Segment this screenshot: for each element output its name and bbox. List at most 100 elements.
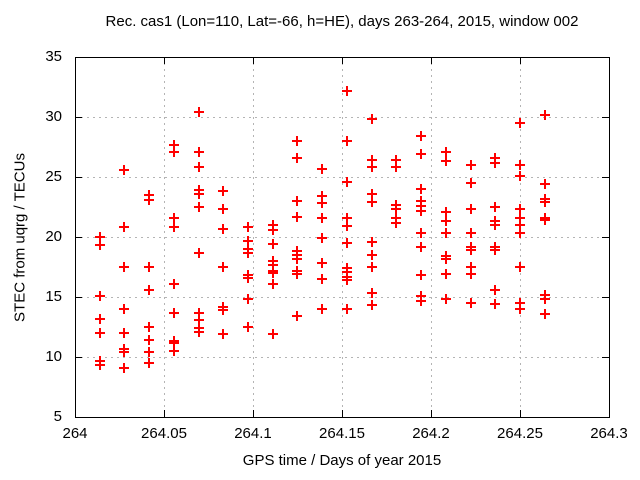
data-point [490, 299, 500, 309]
data-point [317, 258, 327, 268]
data-point [391, 218, 401, 228]
data-point [466, 178, 476, 188]
axis-ticks [75, 57, 609, 417]
data-point [416, 228, 426, 238]
data-point [144, 285, 154, 295]
data-point [95, 240, 105, 250]
data-point [144, 262, 154, 272]
data-point [515, 262, 525, 272]
data-point [367, 262, 377, 272]
data-point [342, 238, 352, 248]
x-tick-label: 264 [62, 425, 88, 442]
data-point [243, 294, 253, 304]
chart-title: Rec. cas1 (Lon=110, Lat=-66, h=HE), days… [105, 13, 579, 30]
data-point [194, 107, 204, 117]
data-point [119, 328, 129, 338]
data-point [194, 189, 204, 199]
data-point [391, 204, 401, 214]
data-point [119, 347, 129, 357]
data-point [391, 162, 401, 172]
data-point [194, 248, 204, 258]
data-point [292, 153, 302, 163]
data-point [317, 233, 327, 243]
data-point [169, 222, 179, 232]
data-point [367, 250, 377, 260]
data-point [441, 228, 451, 238]
data-point [466, 228, 476, 238]
data-point [317, 274, 327, 284]
data-point [540, 110, 550, 120]
y-tick-label: 25 [45, 168, 62, 185]
data-point [243, 322, 253, 332]
data-point [194, 147, 204, 157]
data-point [466, 245, 476, 255]
data-point [144, 347, 154, 357]
data-point [515, 204, 525, 214]
data-point [95, 360, 105, 370]
data-point [243, 248, 253, 258]
data-point [490, 220, 500, 230]
data-point [441, 294, 451, 304]
x-tick-label: 264.2 [412, 425, 450, 442]
data-point [317, 164, 327, 174]
x-tick-label: 264.05 [141, 425, 187, 442]
data-point [416, 242, 426, 252]
plot-border [75, 57, 610, 418]
data-point [218, 262, 228, 272]
data-point [441, 216, 451, 226]
x-axis-label: GPS time / Days of year 2015 [242, 452, 442, 469]
data-point [342, 275, 352, 285]
data-point [119, 222, 129, 232]
data-point [317, 213, 327, 223]
data-point [342, 304, 352, 314]
data-point [119, 165, 129, 175]
data-point [515, 118, 525, 128]
data-point [416, 206, 426, 216]
data-point [416, 131, 426, 141]
y-tick-label: 10 [45, 348, 62, 365]
data-point [490, 202, 500, 212]
data-point [515, 228, 525, 238]
data-point [367, 197, 377, 207]
data-point [466, 269, 476, 279]
data-point [119, 262, 129, 272]
data-point [441, 156, 451, 166]
data-point [95, 291, 105, 301]
data-point [540, 215, 550, 225]
y-tick-label: 15 [45, 288, 62, 305]
data-point [466, 298, 476, 308]
data-point [416, 184, 426, 194]
data-point [169, 346, 179, 356]
y-axis-label: STEC from uqrg / TECUs [11, 153, 29, 322]
data-point [515, 160, 525, 170]
data-point [268, 329, 278, 339]
y-tick-label: 20 [45, 228, 62, 245]
data-point [342, 86, 352, 96]
data-point [367, 237, 377, 247]
data-point [169, 147, 179, 157]
data-point [169, 213, 179, 223]
data-point [367, 162, 377, 172]
x-tick-label: 264.15 [319, 425, 365, 442]
x-tick-label: 264.3 [590, 425, 628, 442]
data-point [292, 311, 302, 321]
data-point [268, 239, 278, 249]
data-point [540, 294, 550, 304]
data-point [367, 288, 377, 298]
data-point [441, 207, 451, 217]
data-point [342, 136, 352, 146]
data-point [268, 279, 278, 289]
data-point [540, 179, 550, 189]
y-tick-label: 30 [45, 108, 62, 125]
data-point [292, 269, 302, 279]
data-point [416, 149, 426, 159]
data-point [194, 162, 204, 172]
data-point [119, 304, 129, 314]
y-tick-label: 35 [45, 48, 62, 65]
data-point [490, 285, 500, 295]
data-point [416, 296, 426, 306]
data-point [292, 136, 302, 146]
data-point [540, 309, 550, 319]
data-point [268, 225, 278, 235]
data-point [367, 114, 377, 124]
